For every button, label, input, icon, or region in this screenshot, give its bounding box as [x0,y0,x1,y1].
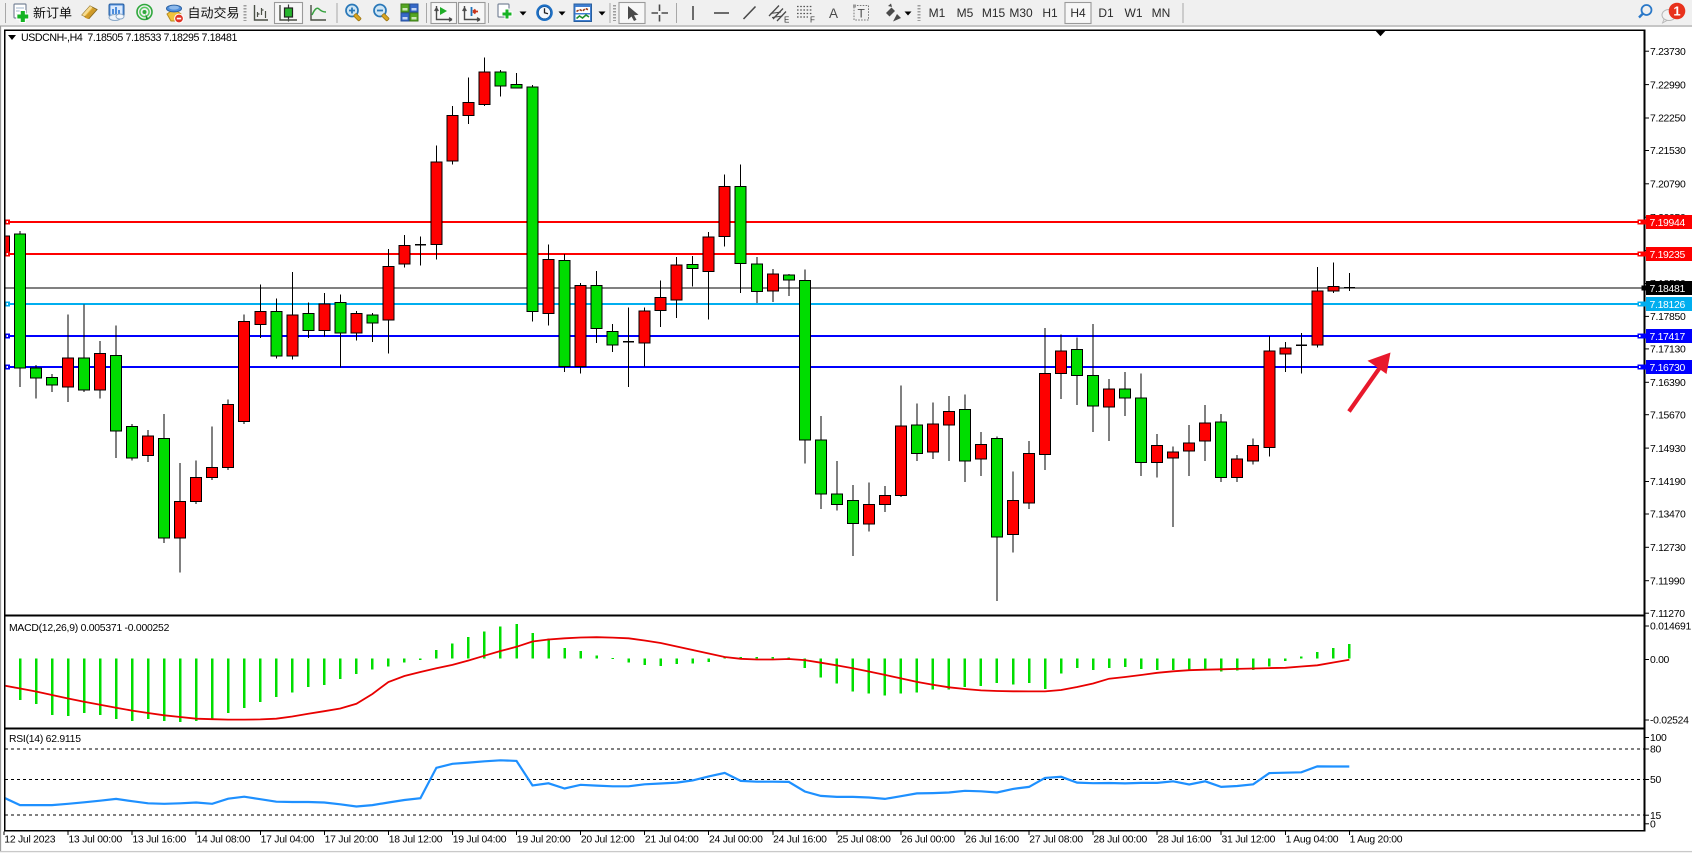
svg-text:W1: W1 [1125,6,1143,20]
svg-text:26 Jul 16:00: 26 Jul 16:00 [965,835,1019,846]
svg-text:19 Jul 20:00: 19 Jul 20:00 [517,835,571,846]
svg-text:7.21530: 7.21530 [1650,146,1686,157]
svg-text:H1: H1 [1042,6,1058,20]
svg-text:17 Jul 20:00: 17 Jul 20:00 [325,835,379,846]
svg-text:27 Jul 08:00: 27 Jul 08:00 [1029,835,1083,846]
svg-text:7.22990: 7.22990 [1650,80,1686,91]
svg-text:7.11990: 7.11990 [1650,576,1685,587]
svg-text:13 Jul 00:00: 13 Jul 00:00 [68,835,122,846]
svg-text:F: F [810,16,815,25]
svg-text:18 Jul 12:00: 18 Jul 12:00 [389,835,443,846]
svg-text:0.00: 0.00 [1650,655,1670,666]
svg-text:7.14190: 7.14190 [1650,477,1686,488]
svg-text:24 Jul 16:00: 24 Jul 16:00 [773,835,827,846]
svg-text:7.18126: 7.18126 [1650,300,1686,311]
svg-text:20 Jul 12:00: 20 Jul 12:00 [581,835,635,846]
svg-text:25 Jul 08:00: 25 Jul 08:00 [837,835,891,846]
svg-text:7.23730: 7.23730 [1650,47,1686,58]
svg-text:100: 100 [1650,733,1667,744]
svg-text:H4: H4 [1070,6,1086,20]
svg-text:A: A [829,6,838,21]
svg-text:7.20790: 7.20790 [1650,180,1686,191]
svg-text:7.17850: 7.17850 [1650,312,1686,323]
svg-text:17 Jul 04:00: 17 Jul 04:00 [261,835,315,846]
svg-text:13 Jul 16:00: 13 Jul 16:00 [132,835,186,846]
svg-text:7.16730: 7.16730 [1650,363,1686,374]
svg-text:7.17130: 7.17130 [1650,345,1686,356]
svg-text:-0.02524: -0.02524 [1650,716,1689,727]
svg-text:15: 15 [1650,811,1661,822]
svg-text:M15: M15 [982,6,1006,20]
svg-text:MN: MN [1152,6,1171,20]
svg-text:80: 80 [1650,745,1661,756]
svg-text:7.15670: 7.15670 [1650,410,1686,421]
svg-text:T: T [858,7,866,21]
svg-text:28 Jul 00:00: 28 Jul 00:00 [1093,835,1147,846]
svg-text:USDCNH-,H4 7.18505 7.18533 7.: USDCNH-,H4 7.18505 7.18533 7.18295 7.184… [21,32,238,44]
svg-text:26 Jul 00:00: 26 Jul 00:00 [901,835,955,846]
svg-text:MACD(12,26,9) 0.005371 -0.0002: MACD(12,26,9) 0.005371 -0.000252 [9,623,170,634]
svg-text:M5: M5 [957,6,974,20]
svg-text:0: 0 [1650,820,1656,831]
svg-text:21 Jul 04:00: 21 Jul 04:00 [645,835,699,846]
svg-text:7.12730: 7.12730 [1650,543,1686,554]
svg-text:7.17417: 7.17417 [1650,332,1686,343]
svg-text:12 Jul 2023: 12 Jul 2023 [4,835,55,846]
svg-text:7.13470: 7.13470 [1650,510,1686,521]
svg-text:50: 50 [1650,775,1661,786]
svg-text:RSI(14) 62.9115: RSI(14) 62.9115 [9,734,81,745]
svg-text:7.18481: 7.18481 [1650,284,1686,295]
svg-text:7.16390: 7.16390 [1650,378,1686,389]
svg-text:E: E [784,16,789,25]
svg-text:7.14930: 7.14930 [1650,444,1686,455]
svg-text:7.11270: 7.11270 [1650,609,1685,620]
svg-text:1 Aug 04:00: 1 Aug 04:00 [1286,835,1339,846]
svg-text:31 Jul 12:00: 31 Jul 12:00 [1222,835,1276,846]
svg-text:7.22250: 7.22250 [1650,114,1686,125]
svg-text:M1: M1 [929,6,946,20]
svg-text:7.19944: 7.19944 [1650,218,1686,229]
svg-text:14 Jul 08:00: 14 Jul 08:00 [197,835,251,846]
svg-text:1: 1 [1673,4,1680,19]
svg-text:M30: M30 [1009,6,1033,20]
svg-text:24 Jul 00:00: 24 Jul 00:00 [709,835,763,846]
svg-text:1 Aug 20:00: 1 Aug 20:00 [1350,835,1403,846]
svg-text:0.014691: 0.014691 [1650,622,1691,633]
svg-text:19 Jul 04:00: 19 Jul 04:00 [453,835,507,846]
svg-text:7.19235: 7.19235 [1650,250,1686,261]
svg-text:D1: D1 [1098,6,1114,20]
svg-text:28 Jul 16:00: 28 Jul 16:00 [1158,835,1212,846]
